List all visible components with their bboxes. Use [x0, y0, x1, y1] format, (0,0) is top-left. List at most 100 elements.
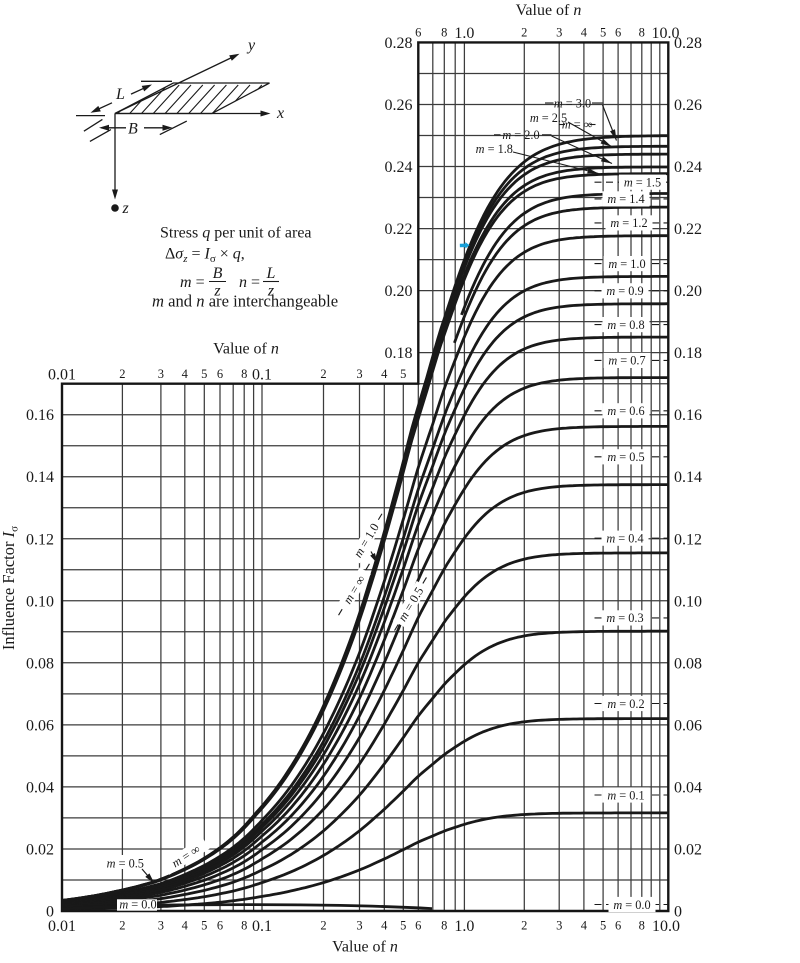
svg-text:6: 6	[615, 919, 621, 933]
svg-text:0.06: 0.06	[674, 717, 702, 734]
svg-text:m = 0.0: m = 0.0	[119, 898, 156, 912]
svg-text:4: 4	[182, 919, 189, 933]
svg-text:B: B	[128, 121, 138, 138]
svg-text:0.10: 0.10	[674, 593, 702, 610]
svg-text:2: 2	[521, 26, 527, 40]
svg-text:0.26: 0.26	[674, 97, 702, 114]
svg-text:8: 8	[441, 919, 447, 933]
svg-text:6: 6	[415, 919, 421, 933]
svg-text:m and n are interchangeable: m and n are interchangeable	[152, 292, 338, 311]
svg-text:0.22: 0.22	[385, 221, 413, 238]
svg-text:Δσz = Iσ × q,: Δσz = Iσ × q,	[165, 246, 245, 266]
svg-text:Value of n: Value of n	[332, 939, 398, 956]
svg-text:0.01: 0.01	[48, 367, 76, 384]
svg-text:1.0: 1.0	[454, 918, 474, 935]
svg-text:3: 3	[158, 919, 164, 933]
svg-text:6: 6	[615, 26, 621, 40]
svg-text:4: 4	[581, 919, 588, 933]
svg-text:0: 0	[674, 904, 682, 921]
svg-text:0.06: 0.06	[26, 717, 54, 734]
svg-text:m = 1.0: m = 1.0	[608, 257, 645, 271]
svg-text:2: 2	[521, 919, 527, 933]
svg-text:0.14: 0.14	[674, 469, 702, 486]
svg-text:2: 2	[320, 919, 326, 933]
svg-text:m = 0.4: m = 0.4	[606, 532, 643, 546]
svg-text:0: 0	[46, 904, 54, 921]
svg-text:0.16: 0.16	[674, 407, 702, 424]
svg-text:10.0: 10.0	[652, 918, 680, 935]
svg-text:0.02: 0.02	[674, 841, 702, 858]
svg-text:5: 5	[600, 26, 606, 40]
svg-text:0.1: 0.1	[252, 918, 272, 935]
svg-text:0.22: 0.22	[674, 221, 702, 238]
svg-text:4: 4	[182, 367, 189, 381]
svg-text:z: z	[213, 283, 221, 300]
svg-text:4: 4	[381, 367, 388, 381]
svg-text:m = 0.2: m = 0.2	[607, 697, 644, 711]
svg-text:B: B	[213, 265, 223, 282]
svg-text:m = 0.3: m = 0.3	[606, 611, 643, 625]
svg-text:0.08: 0.08	[674, 655, 702, 672]
svg-text:5: 5	[400, 919, 406, 933]
svg-text:4: 4	[581, 26, 588, 40]
svg-text:4: 4	[381, 919, 388, 933]
svg-text:0.12: 0.12	[674, 531, 702, 548]
svg-text:3: 3	[356, 367, 362, 381]
svg-text:0.18: 0.18	[674, 345, 702, 362]
svg-text:0.26: 0.26	[385, 97, 413, 114]
svg-text:2: 2	[119, 367, 125, 381]
svg-text:0.16: 0.16	[26, 407, 54, 424]
svg-text:m = 2.5: m = 2.5	[530, 111, 567, 125]
svg-text:0.02: 0.02	[26, 841, 54, 858]
svg-text:m = 0.8: m = 0.8	[607, 318, 644, 332]
svg-text:n =: n =	[239, 274, 260, 291]
svg-text:m = 1.8: m = 1.8	[476, 142, 513, 156]
svg-text:5: 5	[400, 367, 406, 381]
svg-text:m = 1.4: m = 1.4	[607, 192, 644, 206]
svg-text:0.08: 0.08	[26, 655, 54, 672]
svg-text:5: 5	[201, 919, 207, 933]
svg-text:m = ∞: m = ∞	[562, 118, 593, 132]
svg-text:Value of n: Value of n	[213, 341, 279, 358]
svg-text:m = 0.5: m = 0.5	[607, 450, 644, 464]
svg-text:L: L	[115, 86, 125, 103]
svg-text:8: 8	[241, 919, 247, 933]
svg-text:6: 6	[217, 367, 223, 381]
svg-text:0.20: 0.20	[385, 283, 413, 300]
svg-text:0.04: 0.04	[674, 779, 702, 796]
svg-text:10.0: 10.0	[652, 25, 680, 42]
svg-text:m = 0.7: m = 0.7	[608, 354, 645, 368]
svg-text:m = 0.0: m = 0.0	[613, 898, 650, 912]
svg-text:0.12: 0.12	[26, 531, 54, 548]
svg-text:0.24: 0.24	[385, 159, 413, 176]
svg-text:2: 2	[320, 367, 326, 381]
svg-text:x: x	[276, 105, 284, 122]
svg-text:0.14: 0.14	[26, 469, 54, 486]
svg-text:m = 0.6: m = 0.6	[607, 404, 644, 418]
svg-text:Value of n: Value of n	[516, 2, 582, 19]
svg-text:Stress q per unit of area: Stress q per unit of area	[160, 225, 312, 242]
svg-text:0.28: 0.28	[674, 35, 702, 52]
svg-text:m = 2.0: m = 2.0	[502, 128, 539, 142]
svg-text:8: 8	[441, 26, 447, 40]
svg-text:m = 0.5: m = 0.5	[107, 857, 144, 871]
svg-text:m = 0.9: m = 0.9	[606, 284, 643, 298]
svg-text:0.04: 0.04	[26, 779, 54, 796]
svg-text:0.28: 0.28	[385, 35, 413, 52]
svg-text:m = 0.1: m = 0.1	[607, 788, 644, 802]
svg-text:3: 3	[158, 367, 164, 381]
svg-text:0.1: 0.1	[252, 367, 272, 384]
svg-text:m = 1.5: m = 1.5	[624, 176, 661, 190]
svg-text:8: 8	[639, 919, 645, 933]
svg-text:3: 3	[556, 26, 562, 40]
svg-text:0.20: 0.20	[674, 283, 702, 300]
svg-text:L: L	[266, 265, 276, 282]
svg-text:m =: m =	[180, 274, 205, 291]
svg-text:5: 5	[201, 367, 207, 381]
svg-text:2: 2	[119, 919, 125, 933]
svg-text:Influence Factor Iσ: Influence Factor Iσ	[0, 526, 21, 650]
svg-text:8: 8	[639, 26, 645, 40]
svg-text:6: 6	[415, 26, 421, 40]
svg-text:5: 5	[600, 919, 606, 933]
svg-text:z: z	[267, 283, 275, 300]
